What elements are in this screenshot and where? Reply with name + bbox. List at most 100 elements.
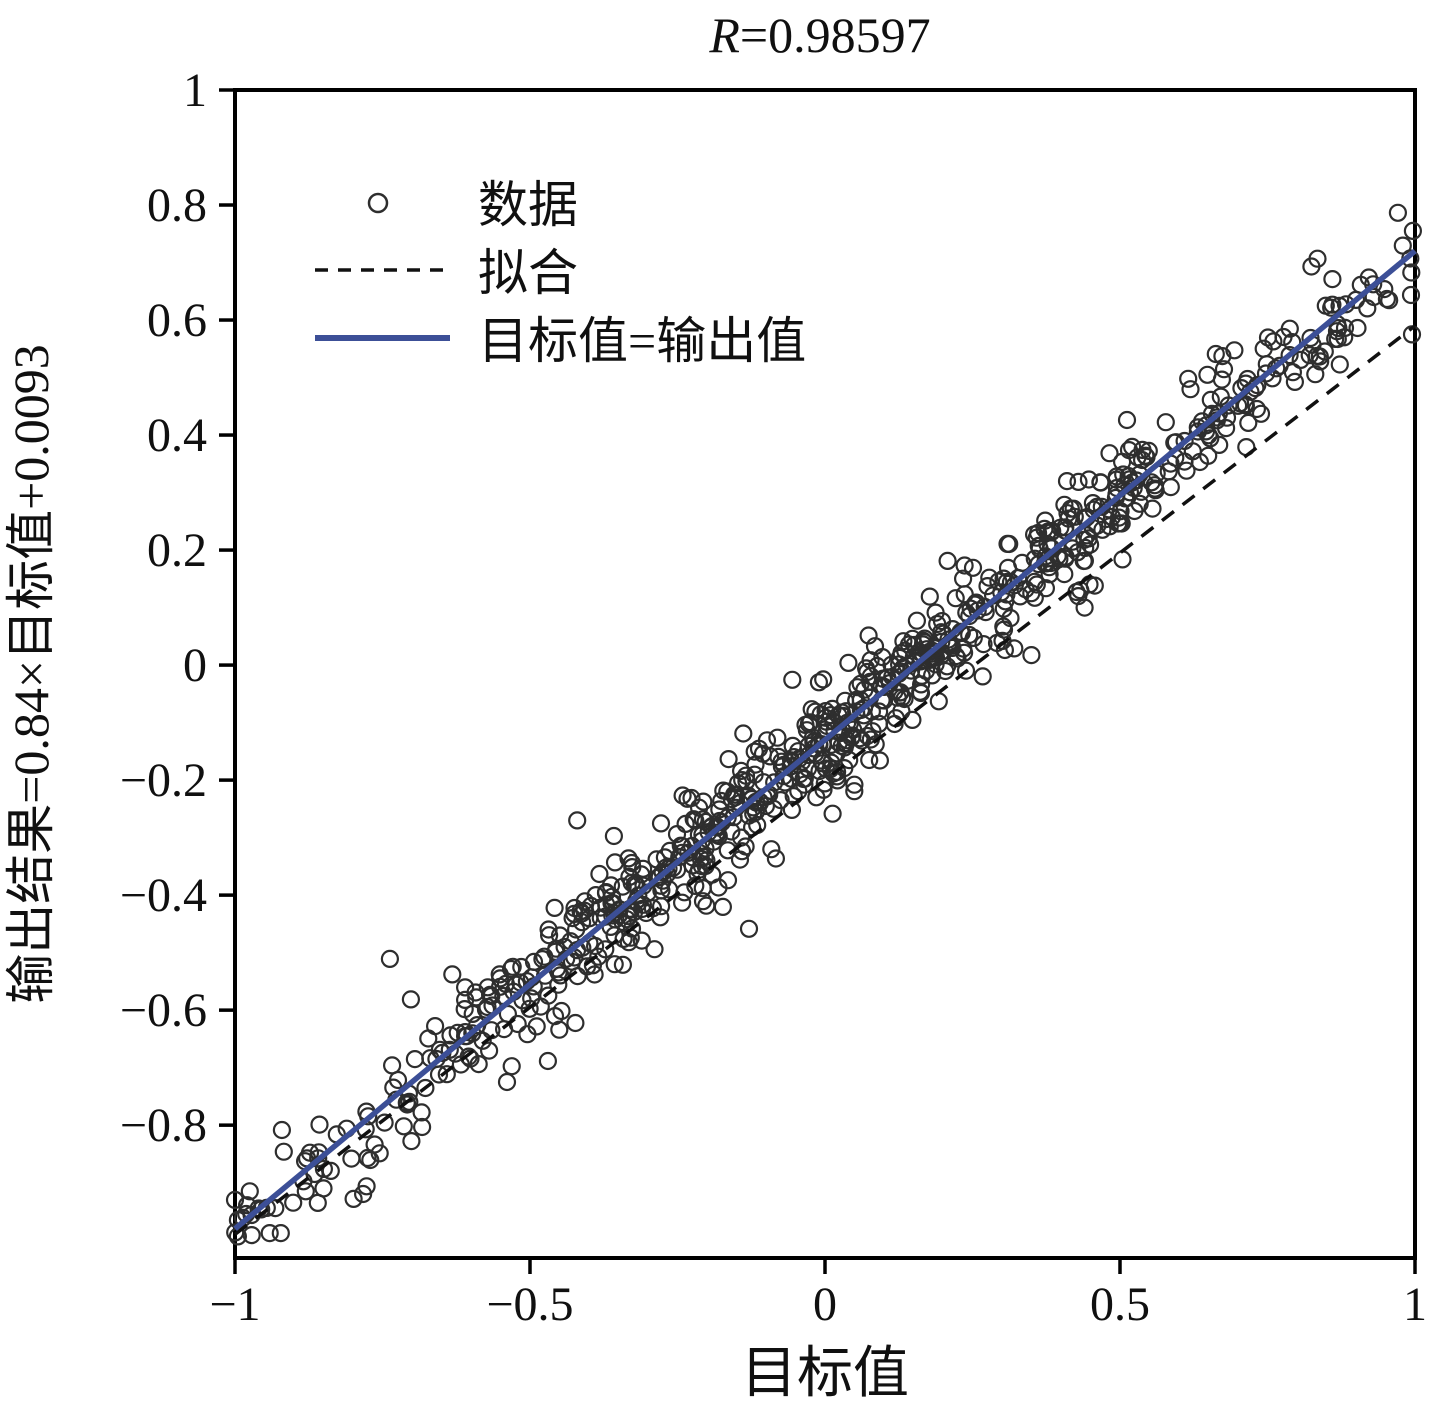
data-point	[575, 892, 595, 911]
data-point	[443, 965, 462, 984]
data-point	[1040, 558, 1059, 577]
data-point	[955, 556, 974, 575]
data-point	[790, 764, 810, 784]
data-point	[619, 933, 638, 952]
data-point	[1346, 290, 1366, 309]
data-point	[455, 999, 474, 1019]
data-point	[401, 990, 420, 1009]
data-point	[1254, 339, 1273, 358]
data-point	[1214, 360, 1234, 379]
data-point	[633, 859, 653, 878]
data-point	[651, 897, 671, 916]
axis-ticks: −1 −0.5 0 0.5 1 1 0.8 0.6 0.4 0.2 0 −0.2 −0.4 −0.6 −0.…	[120, 64, 1427, 1331]
data-point	[1315, 342, 1334, 361]
data-point	[907, 611, 927, 630]
data-point	[925, 638, 944, 658]
data-point	[967, 593, 986, 612]
data-point	[1117, 410, 1137, 430]
data-point	[613, 877, 632, 896]
data-point	[437, 1065, 456, 1084]
data-point	[520, 999, 539, 1018]
data-point	[589, 947, 608, 966]
data-point	[783, 670, 802, 689]
data-point	[427, 1049, 446, 1069]
data-point	[768, 728, 787, 747]
data-point	[416, 1078, 435, 1098]
data-point	[1211, 387, 1230, 406]
data-point	[718, 871, 738, 890]
data-point	[827, 767, 847, 786]
data-point	[892, 643, 911, 663]
data-point	[1136, 446, 1155, 465]
data-point	[651, 908, 670, 927]
data-point	[1403, 221, 1423, 240]
data-point	[916, 661, 936, 680]
y-tick-label: 0.6	[147, 294, 207, 347]
data-point	[503, 957, 522, 976]
data-point	[860, 750, 879, 770]
data-point	[550, 926, 570, 945]
data-point	[892, 688, 912, 707]
data-point	[1068, 543, 1087, 562]
data-point	[314, 1159, 333, 1179]
data-point	[848, 678, 867, 697]
data-point	[412, 1103, 431, 1122]
data-point	[456, 978, 475, 997]
data-point	[946, 589, 965, 608]
data-point	[585, 936, 605, 956]
data-point	[651, 814, 671, 833]
data-point	[719, 749, 738, 769]
data-point	[1079, 470, 1099, 489]
data-point	[994, 617, 1013, 636]
data-point	[1302, 257, 1321, 276]
data-point	[1207, 408, 1226, 427]
y-tick-label: −0.8	[120, 1099, 207, 1152]
data-point	[1119, 441, 1139, 460]
data-point	[1083, 494, 1103, 513]
data-point	[405, 1049, 424, 1069]
data-point	[1306, 365, 1325, 384]
x-tick-label: −0.5	[486, 1278, 573, 1331]
data-point	[795, 769, 814, 788]
data-point	[1027, 575, 1046, 594]
data-point	[413, 1117, 432, 1137]
data-point	[440, 1040, 459, 1059]
data-point	[1107, 470, 1126, 489]
data-point	[1210, 435, 1229, 454]
data-point	[1093, 520, 1112, 539]
data-point	[963, 558, 983, 577]
data-point	[992, 583, 1011, 602]
data-point	[845, 775, 864, 794]
data-point	[1280, 346, 1299, 365]
data-point	[679, 843, 698, 862]
y-tick-label: 0.2	[147, 524, 207, 577]
x-axis-label: 目标值	[741, 1343, 909, 1405]
data-point	[1122, 437, 1142, 456]
data-point	[782, 800, 802, 820]
data-point	[397, 1093, 416, 1112]
data-point	[605, 955, 624, 974]
data-point	[766, 849, 786, 868]
data-point	[956, 661, 976, 680]
data-point	[1323, 270, 1342, 289]
data-point	[310, 1115, 329, 1134]
data-point	[605, 853, 625, 872]
data-point	[1251, 404, 1271, 423]
data-point	[728, 773, 748, 793]
data-point	[1022, 645, 1041, 665]
data-point	[645, 940, 664, 959]
data-point	[938, 551, 957, 571]
data-point	[1206, 344, 1225, 364]
data-point	[1027, 528, 1046, 547]
data-point	[502, 959, 521, 979]
data-point	[394, 1117, 413, 1136]
data-point	[673, 786, 692, 805]
data-point	[739, 919, 759, 938]
data-point	[545, 898, 564, 918]
data-point	[238, 1196, 257, 1215]
data-point	[478, 978, 497, 997]
data-point	[456, 990, 475, 1010]
data-point	[772, 752, 791, 771]
data-point	[968, 601, 987, 620]
data-point	[697, 851, 716, 870]
